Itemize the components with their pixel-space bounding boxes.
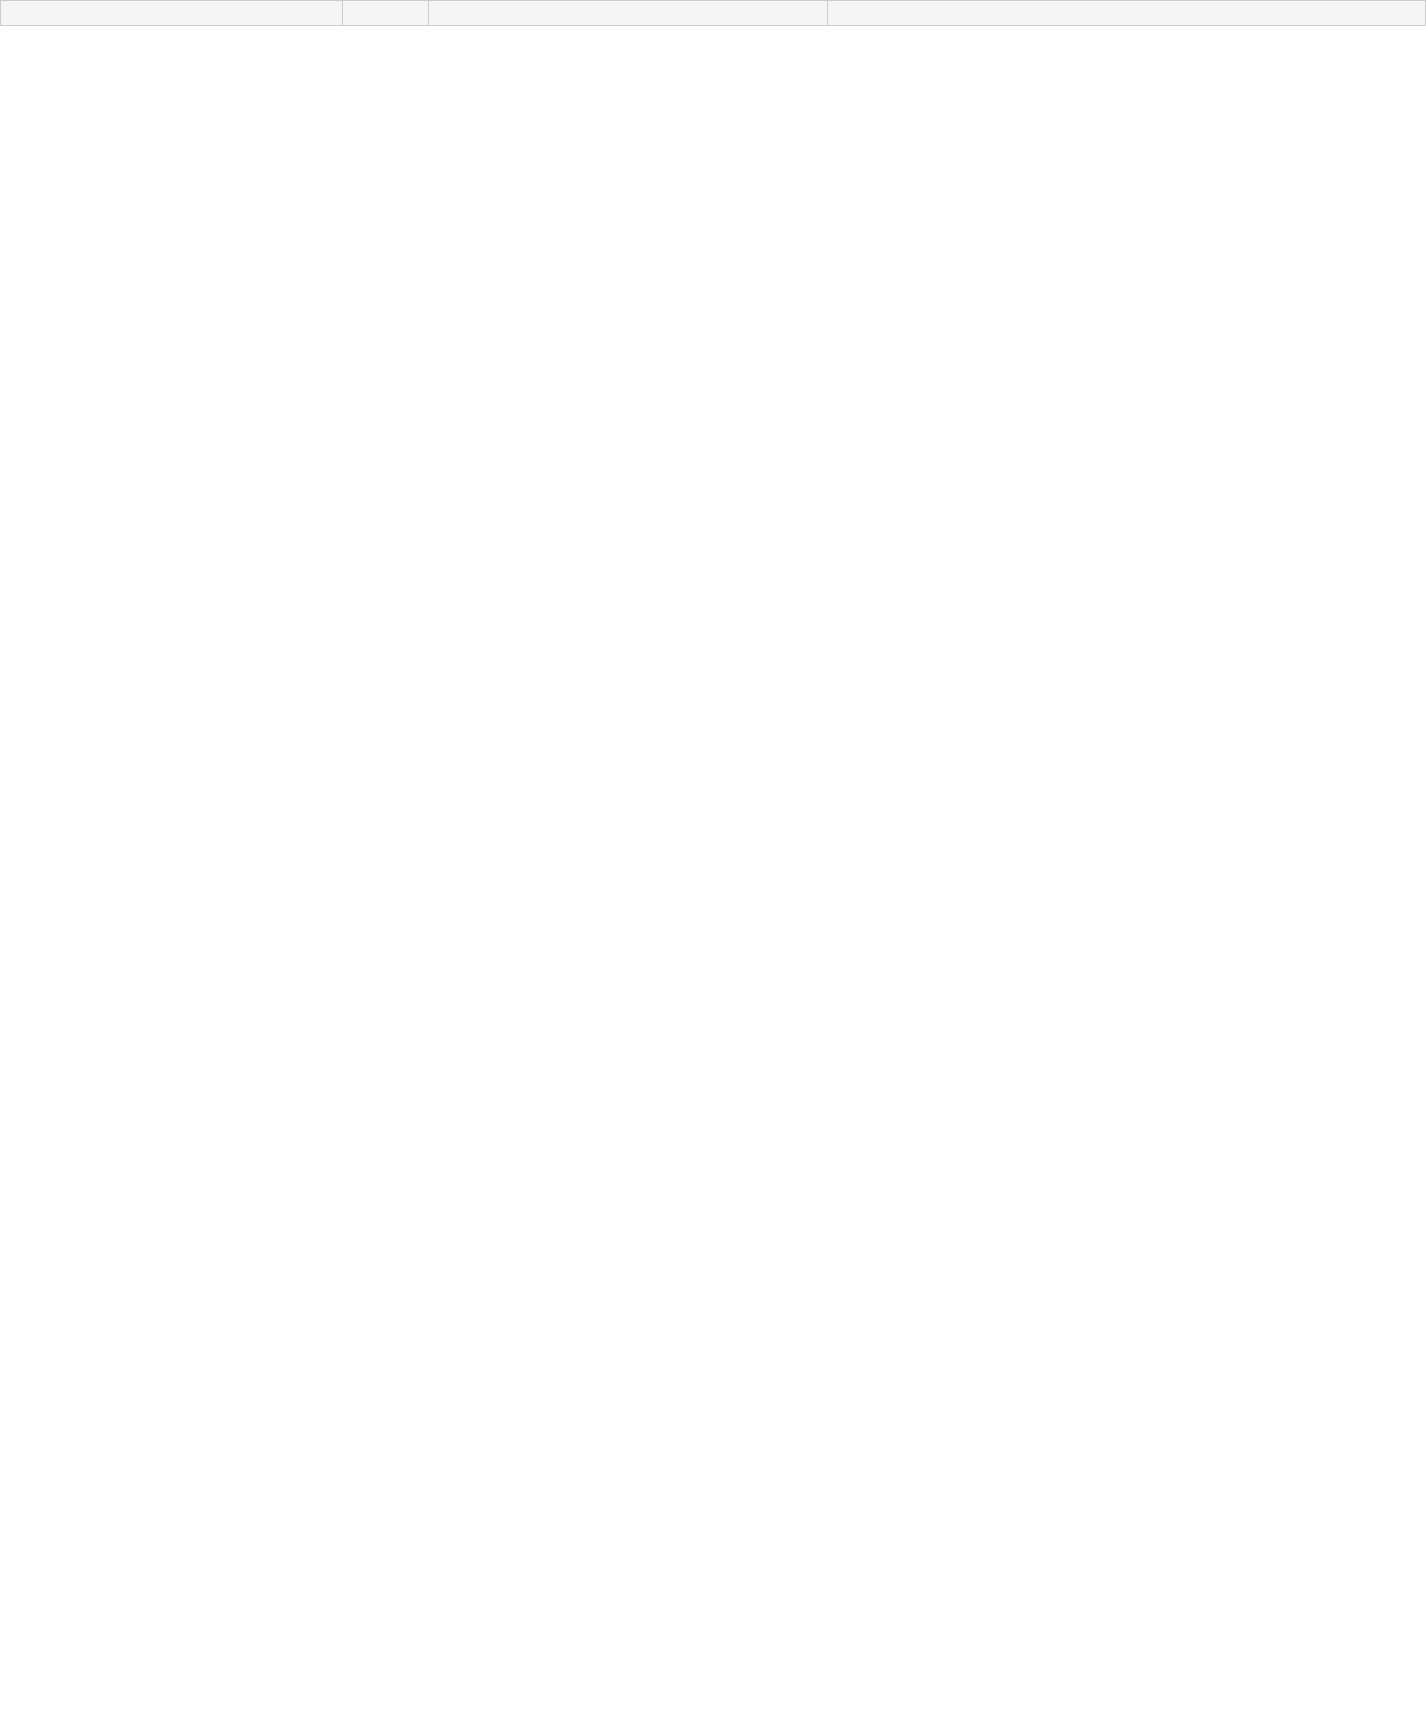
table-header-row bbox=[1, 1, 1426, 26]
header-notes bbox=[827, 1, 1426, 26]
admissions-table bbox=[0, 0, 1426, 26]
header-major bbox=[1, 1, 343, 26]
header-subjects bbox=[428, 1, 827, 26]
header-count bbox=[343, 1, 429, 26]
footnote bbox=[0, 26, 1426, 46]
